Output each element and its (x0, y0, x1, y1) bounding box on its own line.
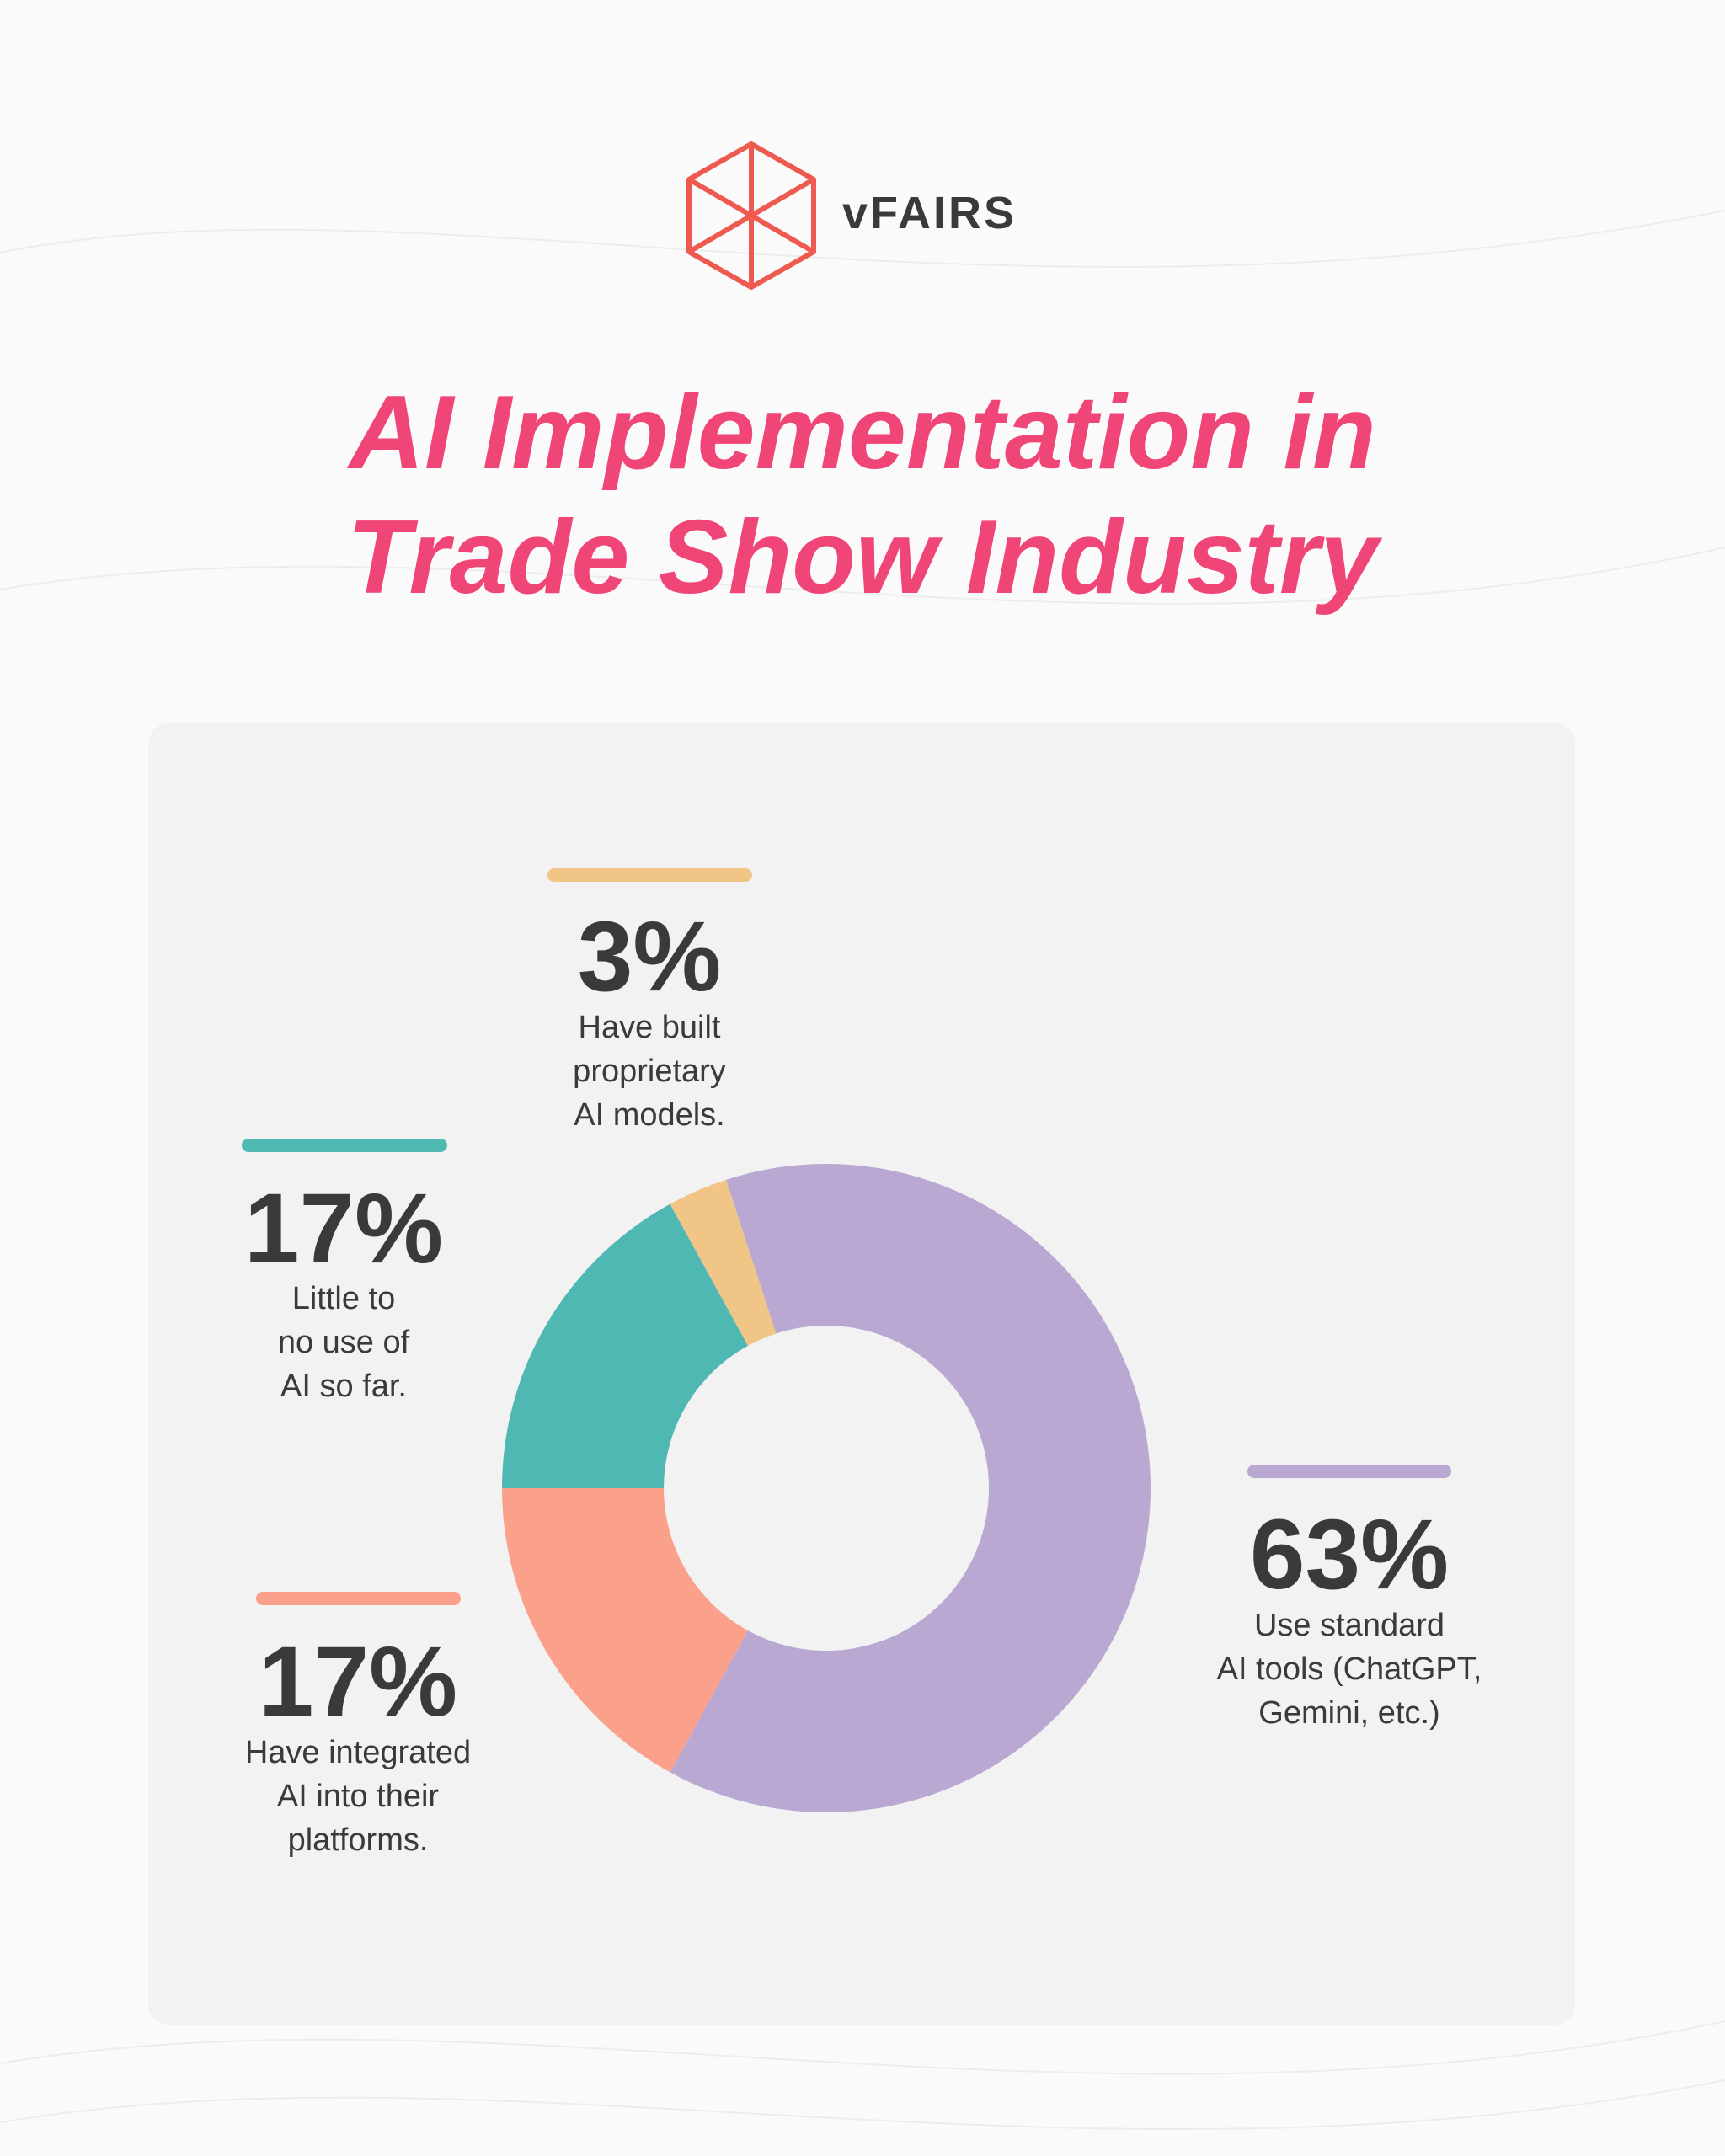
value-label: 3% (577, 901, 722, 1012)
slice (502, 1488, 749, 1773)
slice (670, 1164, 1151, 1812)
category-label: Little to no use of AI so far. (277, 1281, 410, 1404)
slice (670, 1179, 777, 1346)
legend-swatch (1247, 1465, 1451, 1478)
value-label: 17% (243, 1173, 444, 1284)
logo-text: vFAIRS (842, 188, 1017, 238)
value-label: 63% (1249, 1499, 1450, 1610)
category-label: Have integrated AI into their platforms. (244, 1735, 472, 1858)
value-label: 17% (258, 1626, 458, 1737)
category-label: Have built proprietary AI models. (573, 1010, 726, 1133)
legend-swatch (256, 1592, 461, 1605)
category-label: Use standard AI tools (ChatGPT, Gemini, … (1216, 1608, 1482, 1731)
slice (502, 1203, 749, 1488)
legend-swatch (242, 1139, 447, 1152)
chart-title: AI Implementation in Trade Show Industry (346, 375, 1379, 616)
logo-icon (686, 141, 816, 290)
legend-swatch (547, 868, 752, 882)
